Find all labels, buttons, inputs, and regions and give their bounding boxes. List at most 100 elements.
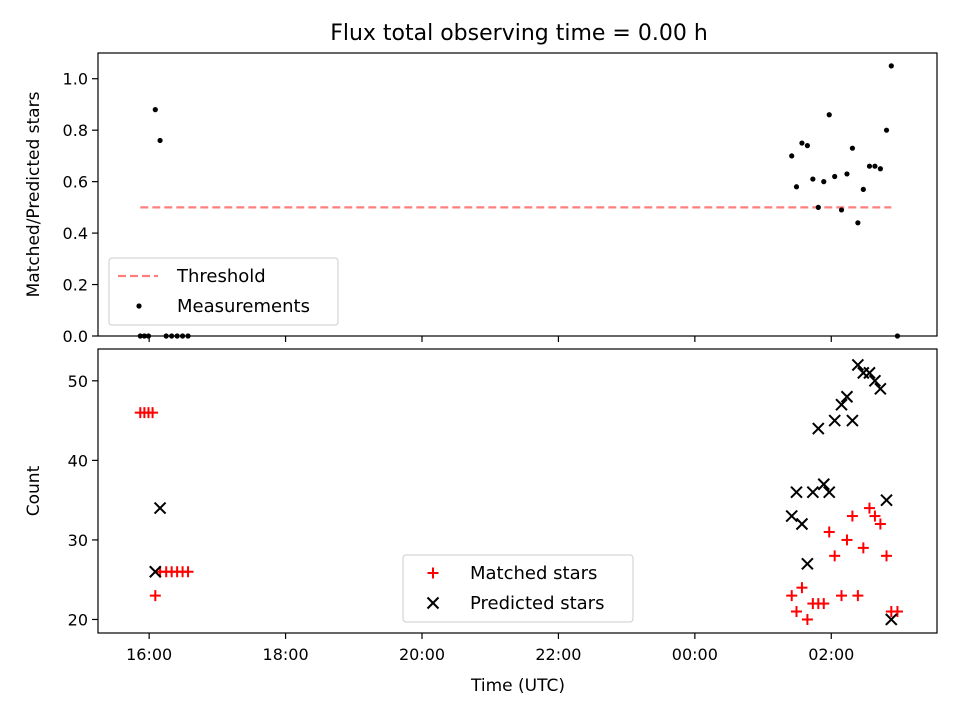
legend-matched-marker bbox=[427, 567, 439, 579]
predicted-star-marker bbox=[880, 493, 893, 507]
measurement-point bbox=[894, 333, 901, 339]
predicted-star-marker bbox=[851, 358, 865, 372]
measurement-point bbox=[810, 176, 816, 182]
predicted-star-marker bbox=[817, 478, 830, 491]
predicted-star-marker bbox=[868, 374, 882, 388]
legend-measurements-swatch bbox=[136, 303, 142, 309]
bottom-x-tick-label: 16:00 bbox=[126, 645, 172, 664]
measurement-point bbox=[821, 179, 827, 185]
measurement-point bbox=[855, 220, 861, 226]
legend-matched-label: Matched stars bbox=[470, 563, 597, 584]
measurement-point bbox=[832, 173, 838, 180]
legend-matched-swatch bbox=[427, 567, 439, 579]
matched-star-marker bbox=[823, 526, 835, 538]
bottom-panel: 16:00 18:00 20:00 22:00 00:00 02:00 20 30 40 50 C… bbox=[24, 348, 938, 696]
top-legend: Threshold Measurements bbox=[108, 257, 339, 326]
x-axis-label: Time (UTC) bbox=[470, 676, 565, 696]
predicted-star-marker bbox=[790, 485, 803, 499]
measurement-point bbox=[152, 107, 158, 113]
measurement-point bbox=[844, 171, 850, 177]
legend-predicted-label: Predicted stars bbox=[470, 593, 604, 614]
measurement-point bbox=[888, 63, 894, 69]
predicted-star-marker-b bbox=[885, 613, 898, 626]
bottom-y-tick-label: 30 bbox=[68, 531, 88, 550]
top-y-tick-label: 0.6 bbox=[63, 173, 88, 192]
predicted-star-marker bbox=[806, 485, 820, 499]
predicted-star-marker bbox=[885, 613, 898, 626]
bottom-x-tick-label: 20:00 bbox=[399, 645, 445, 664]
predicted-star-marker-b bbox=[785, 509, 798, 523]
measurement-point bbox=[145, 333, 152, 339]
measurement-point bbox=[804, 143, 810, 149]
bottom-plot-marks bbox=[134, 358, 903, 626]
predicted-star-marker bbox=[812, 422, 825, 435]
bottom-x-tick-label: 00:00 bbox=[672, 645, 718, 664]
predicted-star-marker-b bbox=[806, 485, 820, 499]
bottom-y-tick-label: 20 bbox=[68, 610, 88, 629]
bottom-x-tick-label: 18:00 bbox=[263, 645, 309, 664]
measurement-point bbox=[826, 112, 832, 118]
legend-threshold-label: Threshold bbox=[176, 266, 266, 287]
predicted-star-marker-b bbox=[795, 517, 809, 531]
predicted-star-marker-b bbox=[801, 557, 814, 570]
measurement-point bbox=[849, 145, 856, 151]
predicted-star-marker-b bbox=[840, 390, 854, 403]
predicted-star-marker-b bbox=[835, 398, 848, 411]
matched-star-marker bbox=[836, 590, 848, 602]
chart-title: Flux total observing time = 0.00 h bbox=[330, 21, 708, 46]
top-y-tick-label: 0.4 bbox=[63, 224, 88, 243]
legend-predicted-marker-b bbox=[426, 596, 440, 610]
top-y-tick-label: 1.0 bbox=[63, 70, 88, 89]
matched-star-marker bbox=[147, 407, 159, 419]
predicted-star-marker-b bbox=[149, 565, 162, 578]
predicted-star-marker bbox=[840, 390, 854, 403]
bottom-legend-box bbox=[402, 554, 634, 623]
matched-star-marker bbox=[786, 590, 798, 602]
predicted-star-marker-b bbox=[823, 485, 836, 499]
bottom-legend: Matched stars Predicted stars bbox=[402, 554, 634, 623]
legend-predicted-marker bbox=[426, 596, 440, 610]
matched-star-marker bbox=[149, 590, 161, 602]
measurement-point bbox=[860, 186, 866, 192]
predicted-star-marker bbox=[785, 509, 798, 523]
predicted-star-marker-b bbox=[868, 374, 882, 388]
bottom-axes: 16:00 18:00 20:00 22:00 00:00 02:00 20 30 40 50 bbox=[68, 372, 855, 664]
measurement-point bbox=[141, 333, 147, 339]
measurement-point bbox=[793, 184, 800, 190]
top-y-axis-label: Matched/Predicted stars bbox=[24, 91, 44, 297]
top-y-tick-label: 0.2 bbox=[63, 276, 88, 295]
measurement-point bbox=[157, 137, 163, 144]
measurement-point bbox=[799, 140, 805, 146]
matched-star-marker bbox=[881, 550, 893, 562]
predicted-star-marker-b bbox=[790, 485, 803, 499]
predicted-star-marker-b bbox=[846, 414, 859, 427]
predicted-star-marker-b bbox=[817, 478, 830, 491]
predicted-star-marker-b bbox=[153, 501, 167, 515]
measurement-point bbox=[169, 333, 175, 339]
predicted-star-marker-b bbox=[812, 422, 825, 435]
legend-predicted-swatch bbox=[426, 596, 440, 610]
predicted-star-marker bbox=[823, 485, 836, 499]
top-panel: 0.0 0.2 0.4 0.6 0.8 1.0 Matched/Predicted sta… bbox=[24, 52, 938, 346]
measurement-point bbox=[174, 333, 180, 339]
matched-star-marker bbox=[874, 518, 886, 530]
matched-star-marker bbox=[869, 510, 881, 522]
top-plot-frame bbox=[97, 52, 938, 337]
predicted-star-marker bbox=[153, 501, 167, 515]
predicted-star-marker-b bbox=[828, 414, 841, 427]
predicted-star-marker bbox=[149, 565, 162, 578]
measurement-point bbox=[877, 166, 883, 172]
matched-star-marker bbox=[829, 550, 841, 562]
bottom-x-tick-label: 22:00 bbox=[535, 645, 581, 664]
top-legend-box bbox=[108, 257, 339, 326]
predicted-star-marker bbox=[795, 517, 809, 531]
predicted-star-marker bbox=[801, 557, 814, 570]
measurement-point bbox=[137, 333, 143, 339]
measurement-point bbox=[163, 333, 169, 339]
top-y-tick-label: 0.0 bbox=[63, 327, 88, 346]
measurement-point bbox=[866, 163, 873, 169]
matched-star-marker bbox=[846, 510, 858, 522]
measurement-point bbox=[883, 127, 890, 133]
matched-star-marker bbox=[852, 590, 864, 602]
